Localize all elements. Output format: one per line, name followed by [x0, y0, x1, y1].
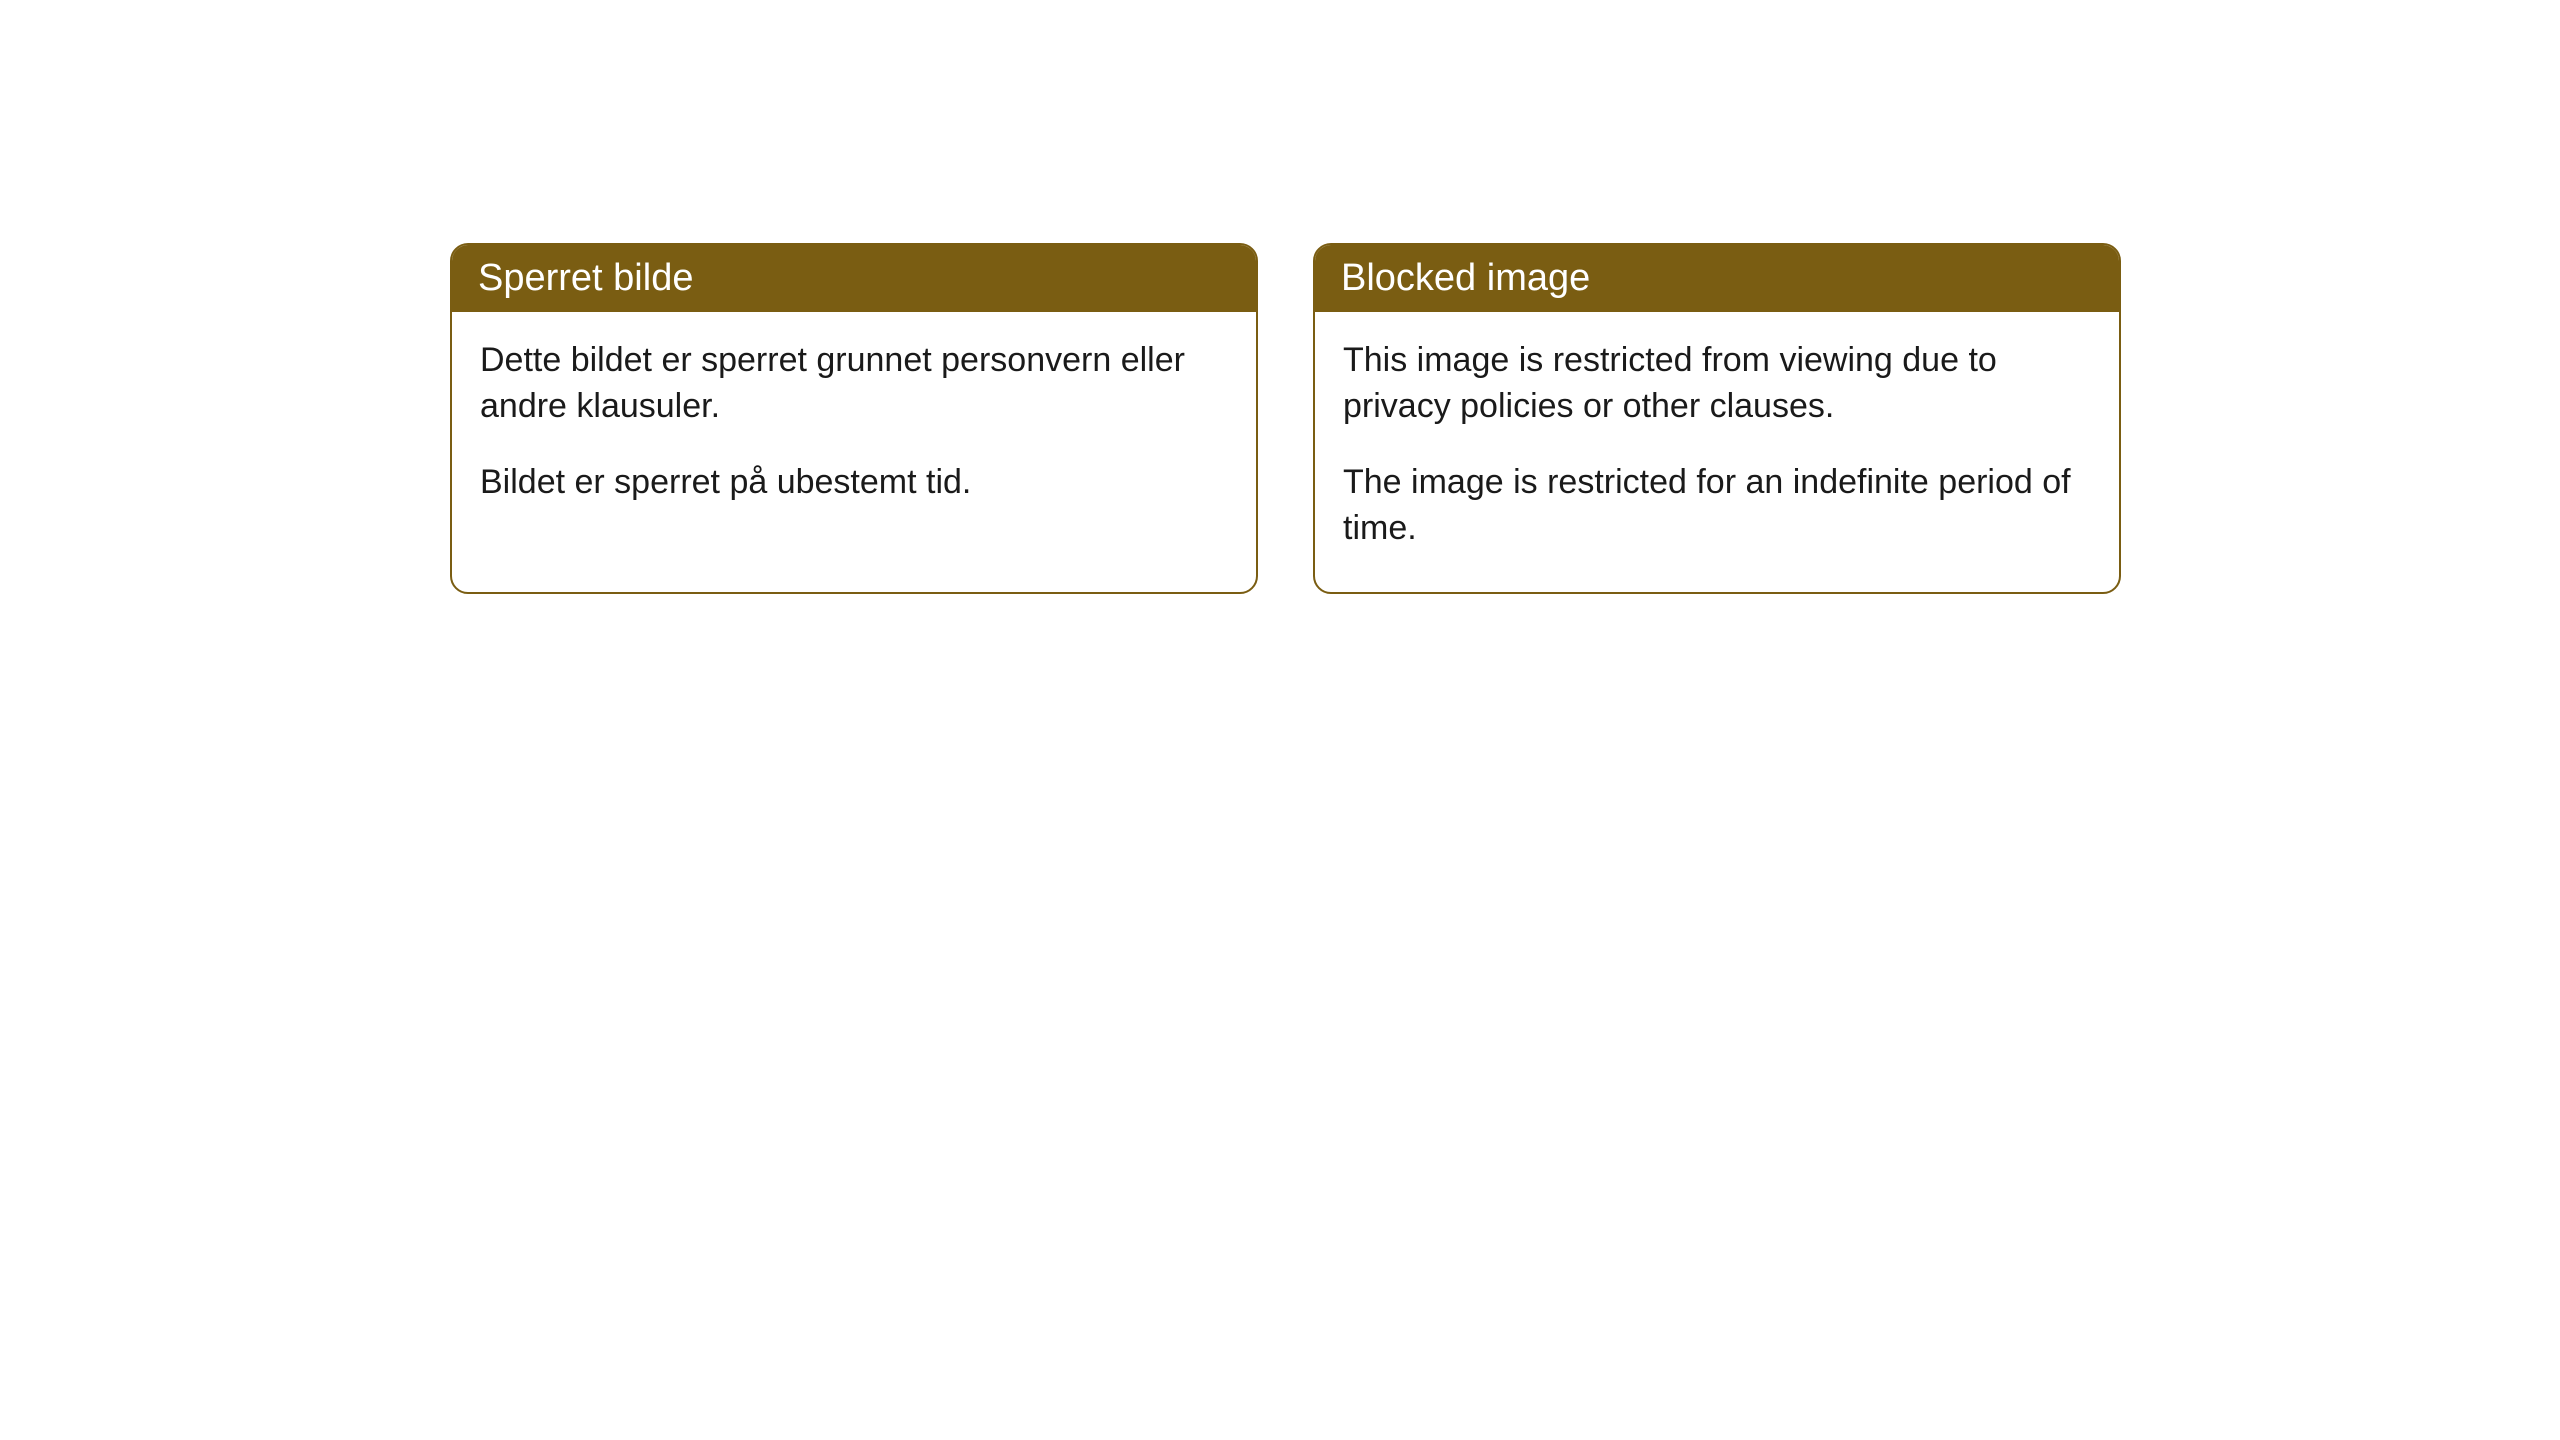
card-title-en: Blocked image: [1341, 257, 1590, 299]
card-paragraph-en-2: The image is restricted for an indefinit…: [1343, 460, 2091, 552]
card-body-en: This image is restricted from viewing du…: [1315, 312, 2119, 592]
cards-container: Sperret bilde Dette bildet er sperret gr…: [450, 243, 2121, 594]
card-paragraph-en-1: This image is restricted from viewing du…: [1343, 338, 2091, 430]
card-paragraph-no-1: Dette bildet er sperret grunnet personve…: [480, 338, 1228, 430]
blocked-image-card-no: Sperret bilde Dette bildet er sperret gr…: [450, 243, 1258, 594]
card-title-no: Sperret bilde: [478, 257, 693, 299]
blocked-image-card-en: Blocked image This image is restricted f…: [1313, 243, 2121, 594]
card-paragraph-no-2: Bildet er sperret på ubestemt tid.: [480, 460, 1228, 506]
card-header-no: Sperret bilde: [452, 245, 1256, 312]
card-body-no: Dette bildet er sperret grunnet personve…: [452, 312, 1256, 546]
card-header-en: Blocked image: [1315, 245, 2119, 312]
